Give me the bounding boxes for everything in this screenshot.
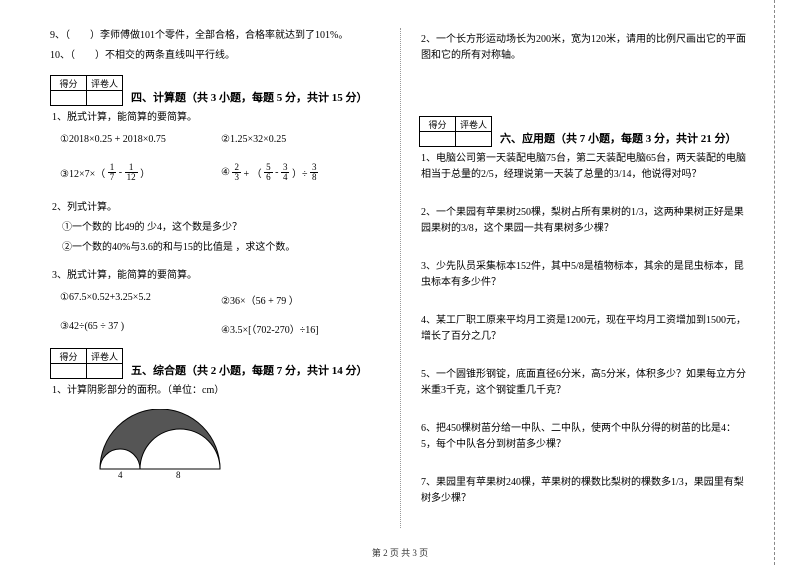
s4-q2: 2、列式计算。 <box>52 200 382 216</box>
grader-cell <box>456 132 492 147</box>
fraction: 34 <box>281 163 290 182</box>
text: ）÷ <box>292 169 310 180</box>
s6-q7: 7、果园里有苹果树240棵，苹果树的棵数比梨树的棵数多1/3，果园里有梨树多少棵… <box>421 475 750 507</box>
score-table: 得分 评卷人 <box>50 75 123 106</box>
r-q2: 2、一个长方形运动场长为200米，宽为120米，请用的比例尺画出它的平面图和它的… <box>421 32 750 64</box>
score-table: 得分 评卷人 <box>50 348 123 379</box>
fraction: 17 <box>108 163 117 182</box>
den: 6 <box>264 173 273 182</box>
s4-q1-row2: ③12×7×（ 17 - 112 ） ④ 23 + （ 56 - 34 ）÷ 3… <box>60 163 382 182</box>
label-8: 8 <box>176 470 181 479</box>
s5-q1: 1、计算阴影部分的面积。（单位：cm） <box>52 383 382 399</box>
score-box-sec4: 得分 评卷人 四、计算题（共 3 小题，每题 5 分，共计 15 分） <box>50 75 382 106</box>
fraction: 38 <box>310 163 319 182</box>
s4-q3-b: ②36×（56 + 79 ） <box>221 292 382 307</box>
q10: 10、（ ）不相交的两条直线叫平行线。 <box>50 48 382 63</box>
text: + （ <box>243 169 264 180</box>
semicircle-figure-svg: 4 8 <box>90 409 230 479</box>
s4-q1-b: ②1.25×32×0.25 <box>221 134 382 145</box>
left-column: 9、（ ）李师傅做101个零件，全部合格，合格率就达到了101%。 10、（ ）… <box>40 28 400 528</box>
q9: 9、（ ）李师傅做101个零件，全部合格，合格率就达到了101%。 <box>50 28 382 43</box>
s6-q4: 4、某工厂职工原来平均月工资是1200元，现在平均月工资增加到1500元，增长了… <box>421 313 750 345</box>
score-label: 得分 <box>51 76 87 91</box>
s6-q5: 5、一个圆锥形钢锭，底面直径6分米，高5分米，体积多少？如果每立方分米重3千克，… <box>421 367 750 399</box>
score-cell <box>420 132 456 147</box>
text: ③12×7×（ <box>60 169 105 180</box>
score-label: 得分 <box>420 117 456 132</box>
s4-q3: 3、脱式计算，能简算的要简算。 <box>52 268 382 284</box>
score-box-sec6: 得分 评卷人 六、应用题（共 7 小题，每题 3 分，共计 21 分） <box>419 116 750 147</box>
section6-title: 六、应用题（共 7 小题，每题 3 分，共计 21 分） <box>500 116 737 146</box>
binding-line <box>774 0 786 565</box>
s4-q1-row1: ①2018×0.25 + 2018×0.75 ②1.25×32×0.25 <box>60 134 382 145</box>
s6-q6: 6、把450棵树苗分给一中队、二中队，使两个中队分得的树苗的比是4：5，每个中队… <box>421 421 750 453</box>
section4-title: 四、计算题（共 3 小题，每题 5 分，共计 15 分） <box>131 75 368 105</box>
s4-q3-c: ③42÷(65 ÷ 37 ) <box>60 321 221 336</box>
score-cell <box>51 364 87 379</box>
s4-q1-a: ①2018×0.25 + 2018×0.75 <box>60 134 221 145</box>
den: 3 <box>232 173 241 182</box>
s4-q1: 1、脱式计算，能简算的要简算。 <box>52 110 382 126</box>
page-footer: 第 2 页 共 3 页 <box>0 546 800 559</box>
den: 12 <box>125 173 138 182</box>
text: ） <box>140 169 150 180</box>
s4-q3-row1: ①67.5×0.52+3.25×5.2 ②36×（56 + 79 ） <box>60 292 382 307</box>
score-table: 得分 评卷人 <box>419 116 492 147</box>
s6-q1: 1、电脑公司第一天装配电脑75台，第二天装配电脑65台，两天装配的电脑相当于总量… <box>421 151 750 183</box>
grader-label: 评卷人 <box>87 349 123 364</box>
text: ④ <box>221 167 230 178</box>
section5-title: 五、综合题（共 2 小题，每题 7 分，共计 14 分） <box>131 348 368 378</box>
grader-label: 评卷人 <box>87 76 123 91</box>
grader-cell <box>87 91 123 106</box>
score-label: 得分 <box>51 349 87 364</box>
fraction: 23 <box>232 163 241 182</box>
den: 4 <box>281 173 290 182</box>
grader-cell <box>87 364 123 379</box>
s4-q1-c: ③12×7×（ 17 - 112 ） <box>60 163 221 182</box>
right-column: 2、一个长方形运动场长为200米，宽为120米，请用的比例尺画出它的平面图和它的… <box>400 28 760 528</box>
shadow-figure: 4 8 <box>90 409 382 482</box>
s4-q3-row2: ③42÷(65 ÷ 37 ) ④3.5×[（702-270）÷16] <box>60 321 382 336</box>
s6-q3: 3、少先队员采集标本152件，其中5/8是植物标本，其余的是昆虫标本，昆虫标本有… <box>421 259 750 291</box>
label-4: 4 <box>118 470 123 479</box>
score-box-sec5: 得分 评卷人 五、综合题（共 2 小题，每题 7 分，共计 14 分） <box>50 348 382 379</box>
s4-q2-a: ①一个数的 比49的 少4，这个数是多少？ <box>62 220 382 236</box>
score-cell <box>51 91 87 106</box>
s4-q1-d: ④ 23 + （ 56 - 34 ）÷ 38 <box>221 163 382 182</box>
s6-q2: 2、一个果园有苹果树250棵，梨树占所有果树的1/3，这两种果树正好是果园果树的… <box>421 205 750 237</box>
s4-q3-d: ④3.5×[（702-270）÷16] <box>221 321 382 336</box>
s4-q3-a: ①67.5×0.52+3.25×5.2 <box>60 292 221 307</box>
grader-label: 评卷人 <box>456 117 492 132</box>
den: 7 <box>108 173 117 182</box>
den: 8 <box>310 173 319 182</box>
fraction: 112 <box>125 163 138 182</box>
s4-q2-b: ②一个数的40%与3.6的和与15的比值是 ，求这个数。 <box>62 240 382 256</box>
fraction: 56 <box>264 163 273 182</box>
